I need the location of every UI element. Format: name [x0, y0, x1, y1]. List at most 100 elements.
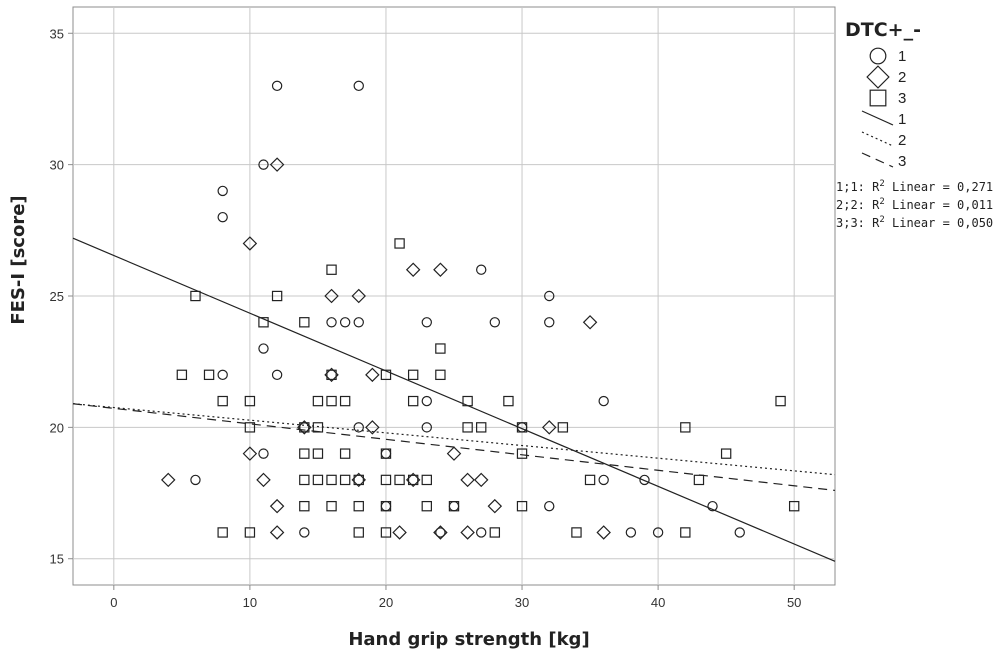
- y-tick-label: 30: [50, 158, 64, 173]
- point-circle: [217, 211, 228, 223]
- point-square: [299, 317, 310, 328]
- point-square: [244, 395, 256, 407]
- legend-label: 3: [898, 90, 906, 107]
- grid-lines: [68, 7, 835, 590]
- point-square: [326, 264, 337, 275]
- point-circle: [353, 317, 364, 328]
- point-circle: [271, 80, 283, 92]
- point-square: [407, 395, 419, 407]
- point-circle: [258, 159, 269, 170]
- point-square: [326, 500, 337, 512]
- point-square: [271, 290, 283, 302]
- point-circle: [435, 527, 446, 538]
- point-diamond: [433, 262, 448, 277]
- point-circle: [421, 395, 432, 407]
- point-diamond: [242, 236, 258, 251]
- point-square: [407, 474, 419, 486]
- point-circle: [544, 500, 555, 512]
- point-square: [516, 422, 528, 433]
- point-diamond: [487, 498, 503, 514]
- point-square: [407, 369, 419, 381]
- y-tick-label: 15: [50, 552, 64, 567]
- data-points: [161, 80, 800, 540]
- point-square: [421, 474, 432, 486]
- point-square: [421, 500, 432, 512]
- point-square: [462, 395, 473, 407]
- y-tick-label: 20: [50, 420, 64, 435]
- legend-label: 2: [898, 132, 906, 149]
- point-square: [299, 500, 310, 512]
- point-square: [380, 448, 392, 459]
- point-square: [217, 527, 228, 538]
- point-square: [516, 500, 528, 512]
- point-circle: [544, 290, 555, 302]
- point-diamond: [365, 367, 380, 383]
- point-circle: [299, 527, 310, 538]
- point-circle: [652, 527, 664, 538]
- point-square: [339, 448, 351, 459]
- point-square: [584, 474, 596, 486]
- fit-annotation: 2;2: R2 Linear = 0,011: [836, 197, 993, 212]
- point-diamond: [324, 288, 339, 304]
- point-square: [299, 448, 310, 459]
- point-square: [394, 238, 405, 249]
- legend-line-dotted: [861, 131, 894, 147]
- legend-line-dashed: [861, 152, 894, 168]
- point-circle: [734, 527, 745, 538]
- point-square: [516, 448, 528, 459]
- point-square: [353, 474, 364, 486]
- series-2: [161, 157, 611, 540]
- point-square: [326, 474, 337, 486]
- point-square: [680, 422, 691, 433]
- point-square: [258, 317, 269, 328]
- y-axis-title: FES-I [score]: [8, 195, 29, 324]
- point-diamond: [269, 498, 285, 514]
- point-square: [489, 527, 501, 538]
- point-circle: [353, 80, 364, 92]
- point-square: [312, 474, 324, 486]
- point-circle: [339, 317, 351, 328]
- point-diamond: [256, 472, 271, 488]
- legend: DTC+_- 1 2 3 1 2 3: [845, 19, 921, 170]
- point-circle: [598, 395, 609, 407]
- legend-label: 1: [898, 111, 906, 128]
- legend-title: DTC+_-: [845, 19, 921, 41]
- point-circle: [476, 264, 487, 275]
- point-circle: [353, 422, 364, 433]
- legend-label: 2: [898, 69, 906, 86]
- tick-labels: 0 10 20 30 40 50 15 20 25 30 35: [50, 26, 802, 610]
- point-circle: [217, 185, 228, 197]
- point-circle: [598, 474, 609, 486]
- point-circle: [625, 527, 637, 538]
- point-diamond: [542, 420, 557, 435]
- point-diamond: [269, 157, 285, 172]
- x-tick-label: 20: [379, 595, 393, 610]
- x-tick-label: 0: [110, 595, 117, 610]
- point-circle: [217, 369, 228, 381]
- point-diamond: [446, 446, 462, 461]
- point-square: [462, 422, 473, 433]
- point-diamond: [405, 262, 421, 277]
- point-square: [299, 474, 310, 486]
- point-diamond: [242, 446, 258, 461]
- point-circle: [258, 343, 269, 354]
- x-tick-label: 30: [515, 595, 529, 610]
- point-circle: [544, 317, 555, 328]
- point-square: [312, 395, 324, 407]
- point-diamond: [460, 472, 475, 488]
- point-square: [380, 527, 392, 538]
- fit-annotations: 1;1: R2 Linear = 0,271 2;2: R2 Linear = 0…: [836, 179, 993, 230]
- legend-label: 1: [898, 48, 906, 65]
- legend-line-solid: [861, 110, 894, 126]
- point-diamond: [582, 315, 598, 330]
- point-square: [571, 527, 582, 538]
- point-square: [339, 474, 351, 486]
- point-square: [394, 474, 405, 486]
- point-square: [693, 474, 705, 486]
- fit-annotation: 1;1: R2 Linear = 0,271: [836, 179, 993, 194]
- point-diamond: [460, 525, 475, 540]
- series-3: [176, 238, 800, 538]
- point-circle: [258, 448, 269, 459]
- point-square: [353, 527, 364, 538]
